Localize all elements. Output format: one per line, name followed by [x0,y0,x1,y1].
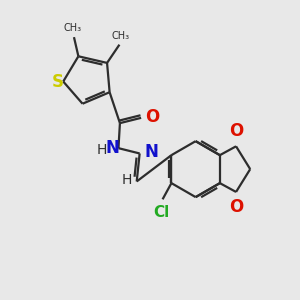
Text: H: H [122,173,133,187]
Text: O: O [230,122,244,140]
Text: Cl: Cl [153,205,170,220]
Text: O: O [230,198,244,216]
Text: N: N [105,139,119,157]
Text: S: S [52,73,64,91]
Text: CH₃: CH₃ [111,31,129,40]
Text: CH₃: CH₃ [63,23,82,33]
Text: O: O [145,108,160,126]
Text: H: H [97,142,107,157]
Text: N: N [145,143,159,161]
